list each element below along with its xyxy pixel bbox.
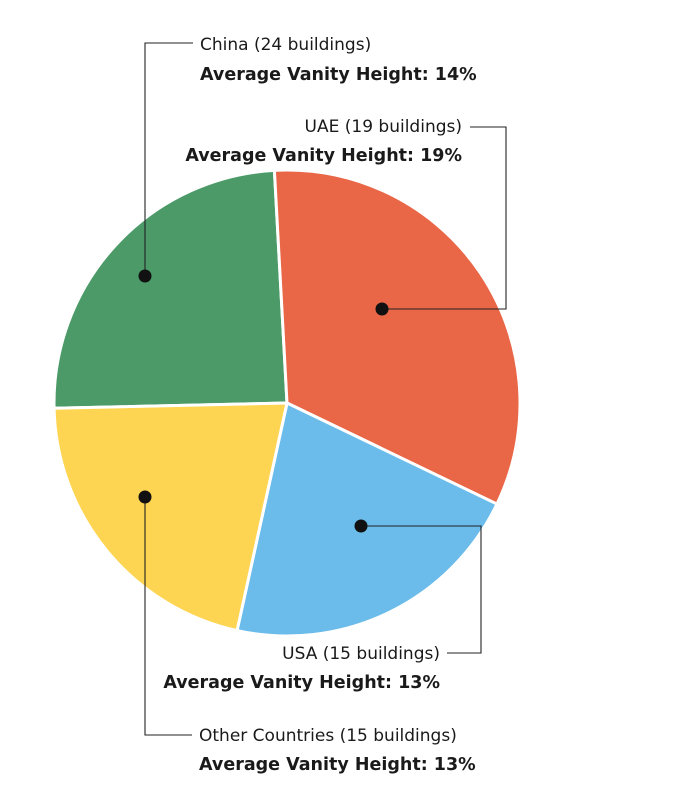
callout-dots [138, 269, 389, 533]
uae-leader-line [382, 126, 507, 310]
uae-slice [272, 168, 522, 506]
other-countries-callout-dot [138, 490, 152, 504]
china-leader-line [144, 42, 193, 276]
usa-value-label: Average Vanity Height: 13% [163, 673, 440, 693]
china-slice [52, 168, 289, 410]
pie-slices [52, 168, 522, 638]
china-callout-dot [138, 269, 152, 283]
other-countries-slice [52, 401, 289, 633]
china-name-label: China (24 buildings) [200, 35, 371, 55]
uae-callout-dot [375, 302, 389, 316]
usa-callout-dot [354, 519, 368, 533]
china-value-label: Average Vanity Height: 14% [200, 65, 477, 85]
usa-name-label: USA (15 buildings) [282, 644, 440, 664]
callout-labels: China (24 buildings) Average Vanity Heig… [163, 35, 476, 775]
other-countries-leader-line [144, 497, 192, 736]
other-countries-name-label: Other Countries (15 buildings) [199, 726, 457, 746]
uae-name-label: UAE (19 buildings) [305, 117, 462, 137]
callout-leaders [144, 42, 507, 736]
usa-leader-line [361, 525, 482, 654]
uae-value-label: Average Vanity Height: 19% [185, 146, 462, 166]
usa-slice [235, 401, 499, 638]
other-countries-value-label: Average Vanity Height: 13% [199, 755, 476, 775]
